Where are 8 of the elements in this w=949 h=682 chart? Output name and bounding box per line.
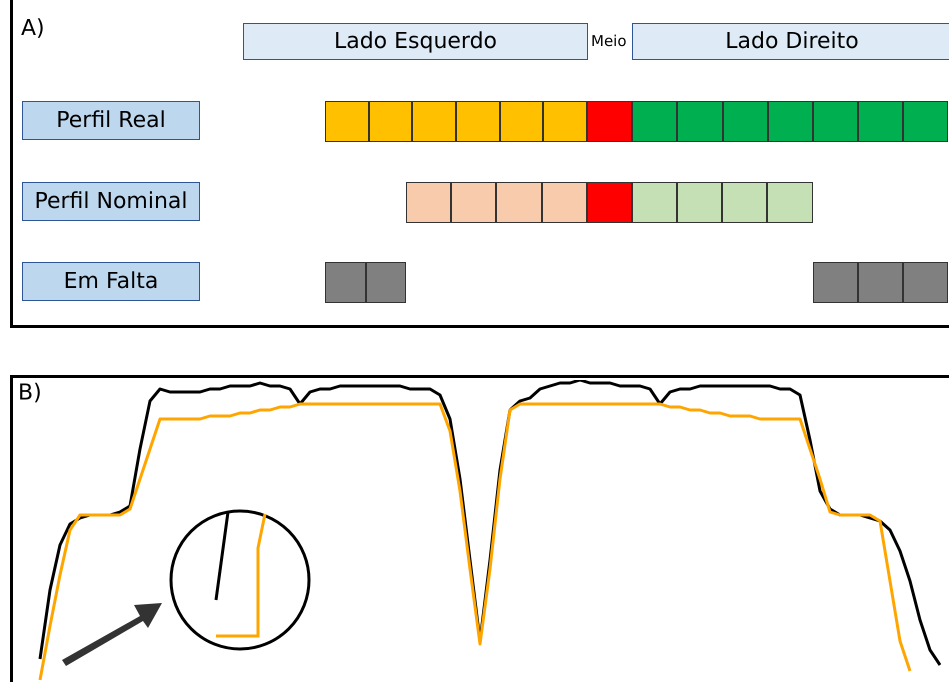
text: Lado Direito [632,23,949,60]
text: Perfil Nominal [22,182,200,221]
text: Lado Esquerdo [243,23,588,60]
chart-title: B) [18,380,42,406]
text: Meio [591,32,627,50]
text: A) [21,16,45,41]
text: Em Falta [22,262,200,301]
text: Perfil Real [22,101,200,140]
